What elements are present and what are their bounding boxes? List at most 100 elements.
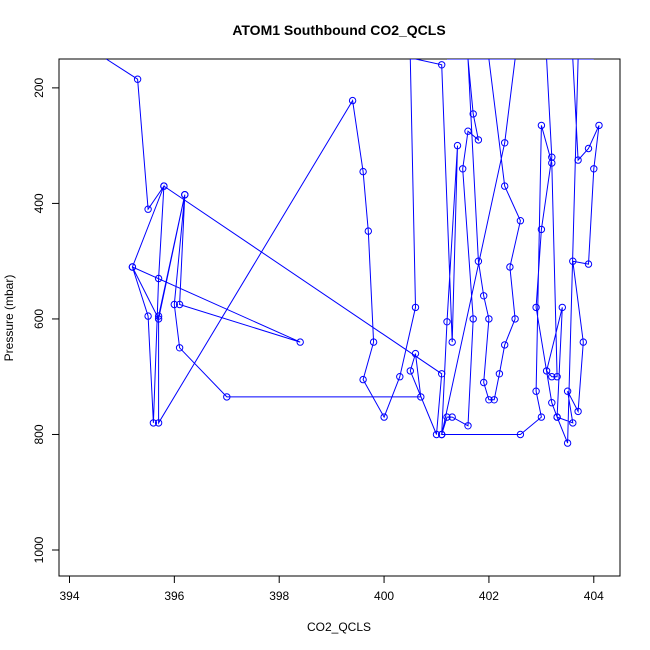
data-point (464, 422, 472, 430)
data-point (469, 110, 477, 118)
data-point (438, 430, 446, 439)
data-point (154, 419, 163, 427)
data-point (569, 419, 577, 427)
data-point (584, 260, 593, 268)
data-point (485, 315, 493, 323)
chart-title: ATOM1 Southbound CO2_QCLS (232, 22, 445, 38)
data-point (438, 370, 446, 378)
data-point (548, 373, 556, 381)
data-point (532, 303, 540, 312)
x-axis-label: CO2_QCLS (307, 620, 371, 634)
data-point (170, 300, 179, 309)
data-point (448, 413, 456, 421)
data-point (548, 399, 556, 407)
data-point (154, 315, 163, 323)
data-point (579, 338, 587, 346)
x-tick-label: 394 (59, 589, 79, 603)
y-tick-label: 400 (32, 193, 46, 213)
data-point (175, 300, 184, 309)
data-point (417, 393, 425, 401)
data-point (448, 338, 456, 346)
series-line (105, 59, 600, 444)
y-tick-label: 200 (32, 78, 46, 98)
data-point (474, 136, 483, 144)
data-point (144, 205, 152, 213)
data-point (369, 338, 378, 346)
data-point (443, 413, 451, 421)
data-point (569, 257, 577, 265)
plot-frame (58, 58, 621, 577)
data-point (553, 413, 561, 421)
data-point (542, 367, 551, 375)
y-tick-label: 800 (32, 424, 46, 444)
series-layer (105, 59, 603, 447)
data-point (574, 407, 582, 416)
data-point (443, 318, 451, 326)
data-point (548, 153, 556, 161)
data-point (558, 303, 566, 312)
data-point (359, 167, 367, 176)
data-point (411, 303, 420, 312)
data-point (411, 349, 420, 358)
data-point (364, 227, 372, 235)
data-point (474, 257, 483, 265)
data-point (506, 263, 514, 271)
data-point (537, 413, 546, 421)
data-point (348, 96, 357, 105)
data-point (495, 370, 504, 378)
data-point (548, 159, 556, 167)
x-tick-label: 398 (269, 589, 289, 603)
data-point (359, 375, 367, 384)
data-point (501, 139, 509, 147)
data-point (590, 165, 598, 173)
x-tick-label: 396 (164, 589, 184, 603)
data-point (532, 387, 540, 395)
data-point (223, 393, 231, 401)
data-point (144, 312, 152, 320)
data-point (396, 373, 404, 381)
data-point (501, 341, 509, 349)
data-point (133, 75, 142, 83)
data-point (453, 141, 462, 150)
x-tick-label: 404 (584, 589, 604, 603)
data-point (480, 292, 488, 300)
y-tick-label: 600 (32, 309, 46, 329)
data-point (380, 413, 388, 421)
data-point (553, 373, 561, 381)
data-point (149, 419, 158, 427)
x-tick-label: 402 (479, 589, 499, 603)
data-point (181, 191, 189, 199)
data-point (516, 217, 525, 225)
data-point (537, 225, 546, 234)
data-point (574, 156, 582, 164)
data-point (516, 430, 525, 439)
data-point (154, 312, 163, 320)
y-axis: 200 400 600 800 1000 (32, 78, 60, 563)
data-point (128, 263, 137, 271)
x-axis: 394 396 398 400 402 404 (59, 575, 604, 603)
data-point (584, 144, 593, 153)
y-axis-label: Pressure (mbar) (2, 275, 16, 362)
data-point (537, 121, 546, 130)
data-point (501, 182, 509, 190)
y-tick-label: 1000 (32, 536, 46, 563)
data-point (485, 396, 493, 404)
data-point (563, 387, 572, 395)
data-point (406, 367, 414, 375)
x-tick-label: 400 (374, 589, 394, 603)
data-point (459, 165, 467, 173)
data-point (480, 378, 488, 387)
data-point (490, 396, 498, 404)
data-point (469, 315, 477, 323)
data-point (154, 274, 163, 283)
data-point (160, 182, 168, 190)
data-point (511, 315, 519, 323)
data-point (563, 439, 572, 447)
data-point (464, 127, 472, 135)
data-point (175, 344, 184, 352)
data-point (432, 430, 441, 439)
data-point (296, 338, 304, 346)
data-point (595, 121, 603, 130)
plot-area (105, 59, 603, 447)
